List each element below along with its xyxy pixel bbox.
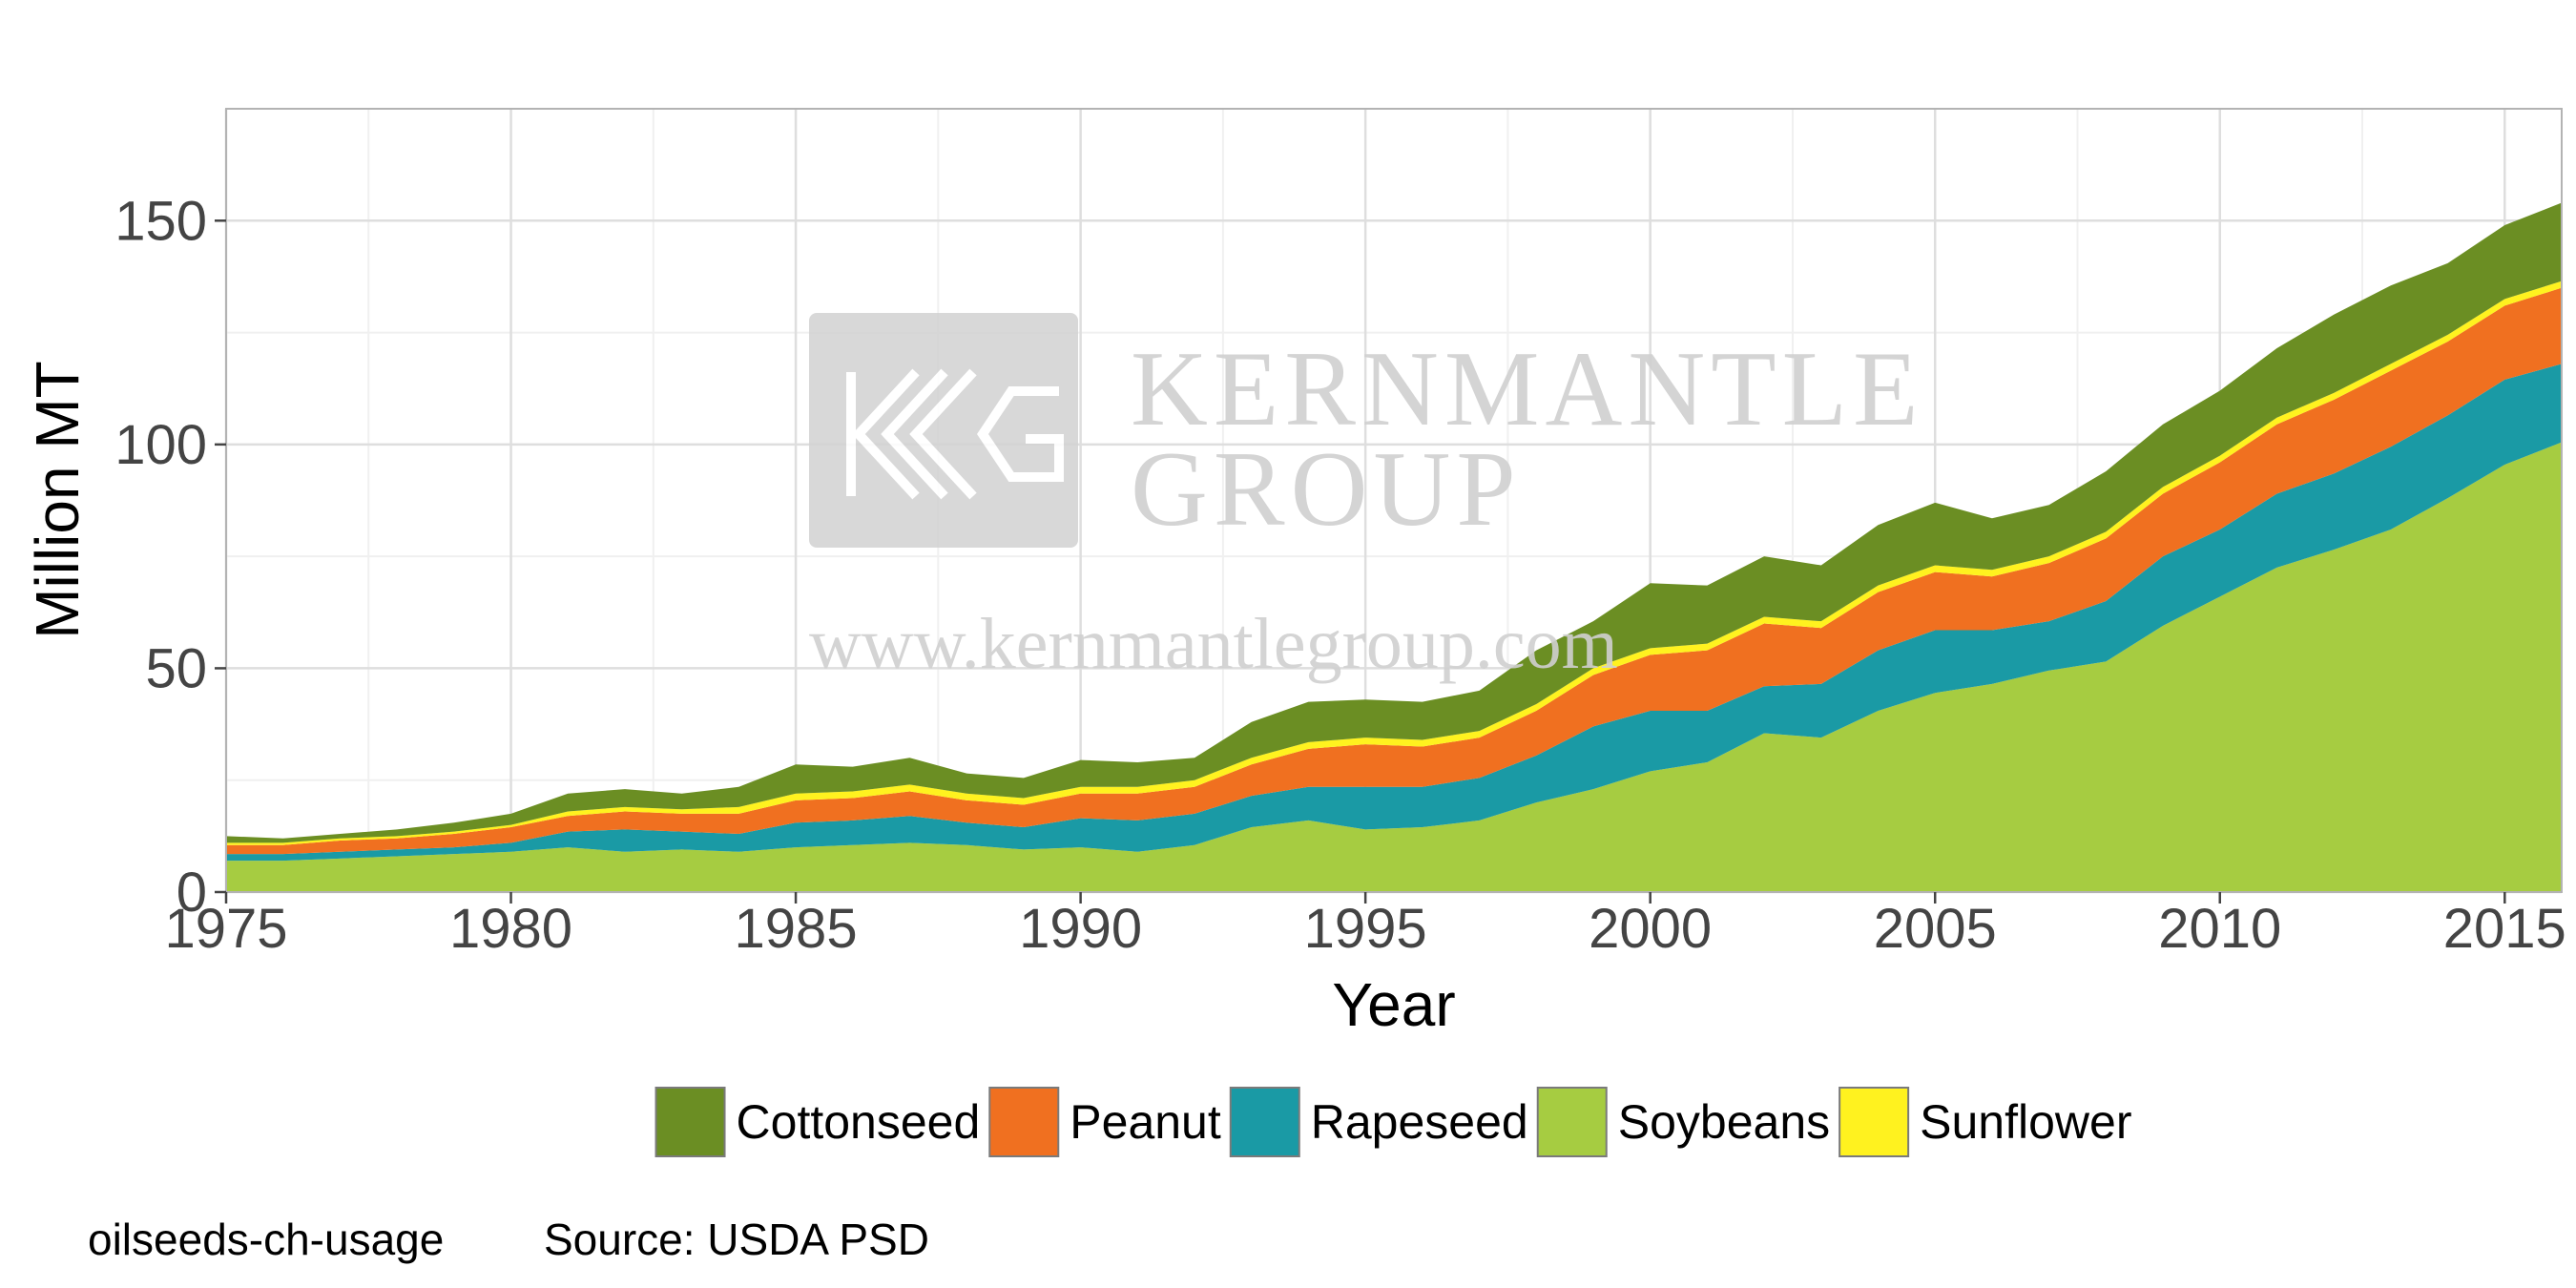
watermark-url: www.kernmantlegroup.com	[809, 604, 1618, 684]
y-tick-label: 0	[177, 862, 207, 924]
legend-label-soybeans: Soybeans	[1618, 1095, 1830, 1149]
legend-swatch-sunflower	[1839, 1087, 1910, 1157]
legend-swatch-rapeseed	[1229, 1087, 1300, 1157]
area-rapeseed	[226, 364, 2562, 862]
watermark-logo-mark	[846, 368, 1064, 500]
axis-ticks: 0 50 100 150 1975 1980 1985 1990 1995 2000 2005 201…	[114, 190, 2566, 960]
x-tick-label: 2005	[1874, 898, 1997, 960]
chart-id-caption: oilseeds-ch-usage	[88, 1215, 445, 1264]
x-tick-label: 2010	[2158, 898, 2281, 960]
x-tick-label: 1990	[1019, 898, 1142, 960]
x-tick-label: 2015	[2443, 898, 2566, 960]
y-axis-title: Million MT	[23, 361, 92, 639]
y-tick-label: 150	[114, 190, 207, 252]
watermark: KERNMANTLE GROUP www.kernmantlegroup.com	[809, 313, 1923, 684]
area-cottonseed	[226, 202, 2562, 843]
x-tick-label: 2000	[1589, 898, 1712, 960]
legend-swatch-peanut	[988, 1087, 1060, 1157]
legend-label-sunflower: Sunflower	[1920, 1095, 2131, 1149]
area-peanut	[226, 287, 2562, 855]
legend-label-rapeseed: Rapeseed	[1311, 1095, 1528, 1149]
legend-swatch-soybeans	[1536, 1087, 1608, 1157]
y-tick-label: 50	[145, 637, 207, 699]
plot-border	[225, 108, 2563, 893]
x-tick-label: 1980	[449, 898, 572, 960]
x-tick-label: 1985	[735, 898, 858, 960]
watermark-line2: GROUP	[1131, 430, 1522, 549]
x-axis-title: Year	[1332, 970, 1455, 1039]
x-tick-label: 1995	[1304, 898, 1427, 960]
legend-label-cottonseed: Cottonseed	[737, 1095, 981, 1149]
watermark-line1: KERNMANTLE	[1131, 330, 1923, 448]
x-tick-label: 1975	[164, 898, 287, 960]
legend-swatch-cottonseed	[654, 1087, 726, 1157]
watermark-logo	[809, 313, 1078, 548]
legend-label-peanut: Peanut	[1070, 1095, 1221, 1149]
y-tick-label: 100	[114, 414, 207, 476]
legend: Cottonseed Peanut Rapeseed Soybeans Sunflowe…	[654, 1087, 2131, 1157]
source-caption: Source: USDA PSD	[544, 1215, 929, 1264]
area-series	[226, 202, 2562, 892]
area-soybeans	[226, 442, 2562, 892]
